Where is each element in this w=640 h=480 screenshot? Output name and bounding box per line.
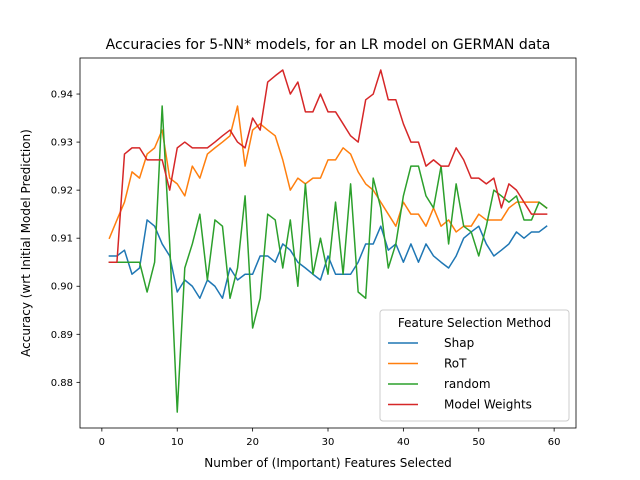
x-tick-label: 30 (322, 437, 335, 448)
series-line-shap (108, 219, 548, 300)
x-axis-label: Number of (Important) Features Selected (204, 456, 452, 470)
legend-title: Feature Selection Method (398, 316, 551, 330)
y-axis-label: Accuracy (wrt Initial Model Prediction) (19, 129, 33, 357)
y-tick-label: 0.93 (51, 138, 73, 149)
series-line-model-weights (108, 69, 548, 263)
y-tick-label: 0.90 (51, 282, 73, 293)
y-tick-label: 0.88 (51, 378, 73, 389)
y-axis: 0.88 0.89 0.90 0.91 0.92 0.93 0.94 (51, 90, 80, 389)
x-tick-label: 60 (548, 437, 561, 448)
series-line-random (108, 105, 548, 413)
y-tick-label: 0.94 (51, 90, 73, 101)
y-tick-label: 0.91 (51, 234, 73, 245)
x-tick-label: 50 (472, 437, 485, 448)
x-tick-label: 0 (99, 437, 105, 448)
legend-box (379, 309, 570, 422)
legend-label-random: random (444, 377, 491, 391)
legend: Feature Selection Method Shap RoT random Mo… (379, 309, 570, 422)
series-line-rot (108, 105, 548, 240)
legend-label-shap: Shap (444, 336, 474, 350)
legend-label-model-weights: Model Weights (444, 398, 532, 412)
x-tick-label: 20 (246, 437, 259, 448)
y-tick-label: 0.89 (51, 330, 73, 341)
x-tick-label: 10 (171, 437, 184, 448)
y-tick-label: 0.92 (51, 186, 73, 197)
legend-label-rot: RoT (444, 357, 467, 371)
x-tick-label: 40 (397, 437, 410, 448)
x-axis: 0 10 20 30 40 50 60 (99, 428, 561, 448)
legend-entries: Shap RoT random Model Weights (388, 336, 532, 412)
chart-title: Accuracies for 5-NN* models, for an LR m… (106, 37, 551, 53)
series-layer (108, 69, 548, 413)
